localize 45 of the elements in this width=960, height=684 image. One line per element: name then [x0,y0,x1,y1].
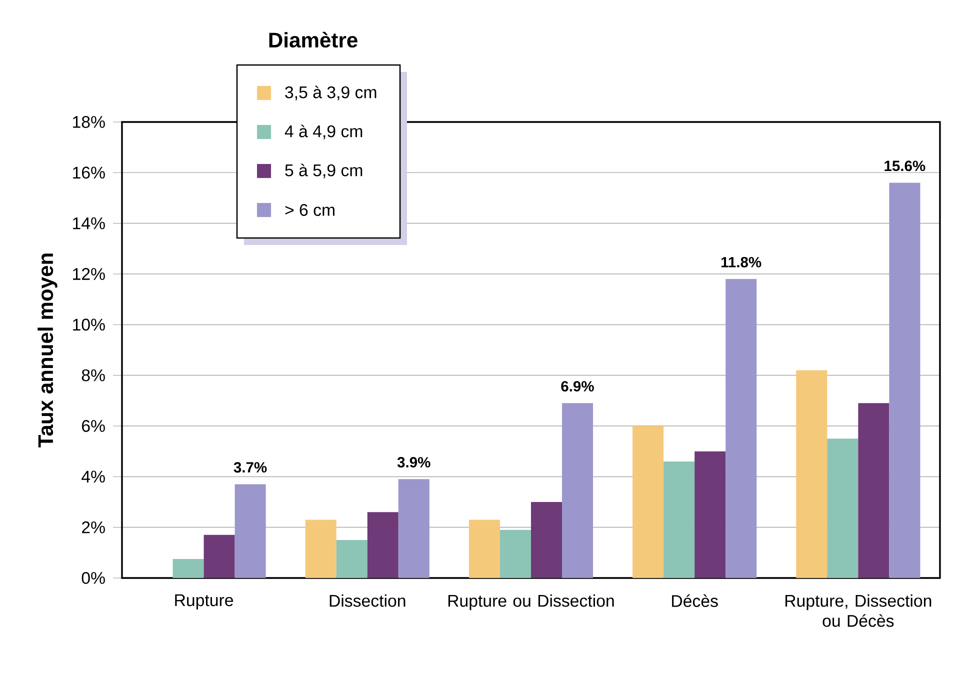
x-tick-label: Rupture, Dissection ou Décès [785,594,932,627]
bar [889,182,920,578]
x-tick-label: Décès [672,594,718,608]
bar [172,558,204,578]
bar [632,426,664,578]
legend-label: > 6 cm [285,204,334,216]
bar [562,403,594,578]
x-tick-label: Rupture ou Dissection [448,594,614,610]
y-tick-label: 12% [73,268,105,280]
bar [827,438,858,578]
y-tick-label: 4% [82,470,105,483]
y-tick-label: 10% [73,318,105,331]
data-label: 3.7% [234,462,267,473]
bar [500,530,531,578]
y-tick-label: 14% [73,217,105,230]
y-tick-label: 0% [82,572,105,584]
legend-label: 3,5 à 3,9 cm [285,86,376,100]
bar [468,520,500,578]
y-tick-label: 6% [82,420,105,432]
bar [336,540,368,578]
bar [530,502,562,578]
y-tick-label: 8% [82,369,105,382]
data-label: 15.6% [884,160,926,172]
bar [664,461,695,578]
bar [398,479,430,578]
bar [796,370,828,578]
bar [726,279,757,578]
y-tick-label: 16% [73,166,105,179]
bar [694,451,726,578]
x-tick-label: Dissection [330,594,406,607]
legend-label: 5 à 5,9 cm [285,164,362,178]
bar [367,512,398,578]
bar [204,534,235,578]
bar [234,484,266,578]
data-label: 6.9% [561,381,594,392]
data-label: 11.8% [721,256,762,268]
bar [858,403,890,578]
bar [305,520,336,578]
y-axis-title: Taux annuel moyen [38,254,58,448]
y-tick-label: 2% [82,521,105,534]
legend-label: 4 à 4,9 cm [284,124,362,140]
x-tick-label: Rupture [175,594,234,610]
legend-title: Diamètre [269,32,358,48]
data-label: 3.9% [397,457,430,468]
y-tick-label: 18% [73,116,105,128]
